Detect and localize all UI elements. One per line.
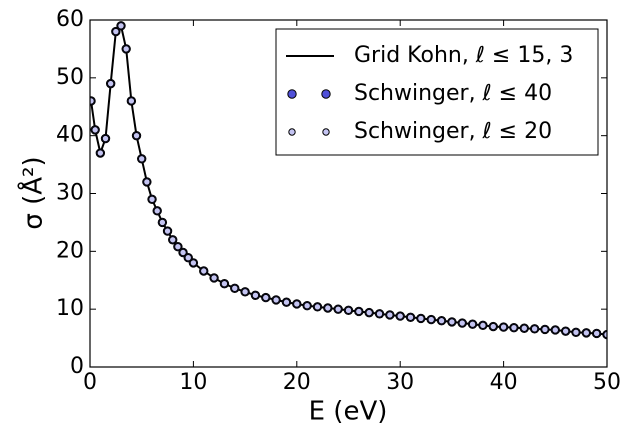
- data-point: [148, 195, 156, 203]
- data-point: [396, 312, 404, 320]
- data-point: [272, 296, 280, 304]
- y-tick-label: 60: [56, 7, 84, 32]
- data-point: [510, 323, 518, 332]
- data-point: [169, 236, 177, 244]
- data-point: [117, 22, 125, 30]
- legend-label: Schwinger, ℓ ≤ 20: [354, 119, 552, 144]
- data-point: [179, 248, 187, 257]
- data-point: [293, 300, 301, 308]
- legend-marker: [321, 89, 331, 99]
- x-tick-label: 30: [386, 370, 414, 395]
- y-tick-label: 10: [56, 296, 84, 321]
- data-point: [163, 227, 172, 235]
- data-point: [241, 288, 249, 296]
- data-point: [365, 308, 373, 317]
- data-point: [592, 329, 601, 338]
- plot-area: [90, 21, 607, 340]
- data-point: [417, 314, 425, 323]
- data-point: [231, 284, 239, 293]
- x-axis-label: E (eV): [309, 397, 388, 427]
- y-tick-label: 40: [56, 123, 84, 148]
- data-point: [91, 126, 99, 134]
- y-tick-label: 0: [70, 354, 84, 379]
- data-point: [127, 97, 136, 105]
- data-point: [520, 324, 528, 332]
- data-point: [468, 320, 477, 328]
- y-tick-label: 30: [56, 181, 84, 206]
- data-point: [344, 306, 353, 315]
- data-point: [262, 293, 270, 302]
- data-point: [437, 317, 446, 325]
- data-point: [106, 79, 115, 88]
- y-axis-label: σ (Å²): [17, 156, 49, 229]
- data-point: [541, 325, 549, 334]
- data-point: [561, 327, 570, 335]
- data-point: [138, 155, 146, 163]
- data-point: [355, 307, 363, 316]
- data-point: [551, 326, 559, 334]
- data-point: [427, 315, 435, 324]
- data-point: [582, 329, 591, 337]
- y-tick-label: 20: [56, 238, 84, 263]
- data-point: [448, 318, 456, 326]
- x-tick-label: 40: [490, 370, 518, 395]
- data-point: [184, 253, 192, 262]
- legend-marker: [288, 128, 296, 136]
- data-point: [200, 267, 208, 275]
- data-point: [220, 280, 229, 288]
- data-point: [499, 323, 508, 331]
- x-tick-label: 10: [179, 370, 207, 395]
- data-point: [101, 134, 110, 143]
- plot-frame: [89, 19, 608, 368]
- data-point: [324, 304, 332, 312]
- data-point: [458, 319, 466, 327]
- data-point: [406, 313, 415, 321]
- data-point: [313, 303, 322, 311]
- data-point: [143, 178, 151, 186]
- data-point: [479, 321, 487, 330]
- data-point: [489, 322, 497, 331]
- legend-marker: [322, 128, 330, 136]
- data-point: [122, 45, 130, 53]
- legend-label: Schwinger, ℓ ≤ 40: [354, 81, 552, 106]
- data-point: [132, 131, 141, 140]
- data-point: [303, 301, 311, 310]
- data-point: [90, 97, 95, 105]
- data-point: [375, 310, 384, 318]
- x-tick-label: 20: [283, 370, 311, 395]
- data-point: [572, 328, 580, 336]
- data-point: [282, 298, 291, 306]
- data-point: [153, 207, 161, 215]
- data-point: [210, 274, 218, 282]
- data-point: [96, 149, 105, 157]
- data-point: [251, 291, 260, 299]
- x-tick-label: 0: [83, 370, 97, 395]
- legend-label: Grid Kohn, ℓ ≤ 15, 3: [354, 43, 573, 68]
- data-point: [112, 27, 120, 36]
- data-point: [174, 243, 182, 251]
- data-point: [386, 311, 394, 319]
- data-point: [530, 325, 539, 333]
- y-tick-label: 50: [56, 65, 84, 90]
- data-point: [189, 259, 198, 267]
- data-point: [158, 218, 167, 227]
- x-tick-label: 50: [593, 370, 621, 395]
- data-point: [334, 305, 342, 313]
- legend-marker: [287, 89, 297, 99]
